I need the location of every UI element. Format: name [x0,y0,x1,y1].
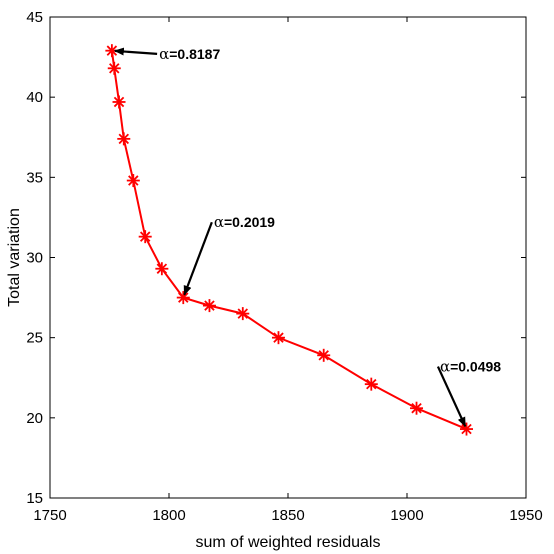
annotation-label: α=0.0498 [440,358,501,376]
data-point [364,377,378,391]
data-point [317,348,331,362]
plot-area [49,16,527,499]
y-axis-label: Total variation [6,208,23,307]
annotations: α=0.8187 α=0.2019 α=0.0498 [113,45,501,428]
data-point [155,262,169,276]
y-tick-label: 35 [26,169,43,186]
annotation-label: α=0.2019 [214,213,275,231]
annotation: α=0.0498 [436,358,501,428]
x-axis-label: sum of weighted residuals [196,534,381,551]
annotation-arrow [436,366,467,428]
annotation-label: α=0.8187 [159,45,220,63]
y-tick-label: 15 [26,490,43,507]
data-point [112,95,126,109]
axis-ticks [49,16,527,499]
y-tick-label: 25 [26,330,43,347]
data-point [236,307,250,321]
y-tick-label: 40 [26,89,43,106]
y-tick-label: 30 [26,250,43,267]
data-point [126,174,140,188]
annotation-arrow [113,47,158,56]
x-tick-label: 1800 [152,507,185,524]
axis-tick-labels: 1750 1800 1850 1900 1950 15 20 25 30 35 40 45 [26,9,542,524]
data-point [176,291,190,305]
data-point [138,230,152,244]
data-point [460,422,473,436]
x-tick-label: 1900 [390,507,423,524]
data-point [202,299,216,313]
x-tick-label: 1850 [271,507,304,524]
annotation: α=0.8187 [113,45,220,63]
y-tick-label: 20 [26,410,43,427]
data-point [271,331,285,345]
annotation: α=0.2019 [183,213,275,296]
data-point [107,61,121,75]
x-tick-label: 1950 [509,507,542,524]
y-tick-label: 45 [26,9,43,26]
data-point [117,132,131,146]
x-tick-label: 1750 [33,507,66,524]
annotation-arrow [183,221,213,296]
data-point [410,401,424,415]
